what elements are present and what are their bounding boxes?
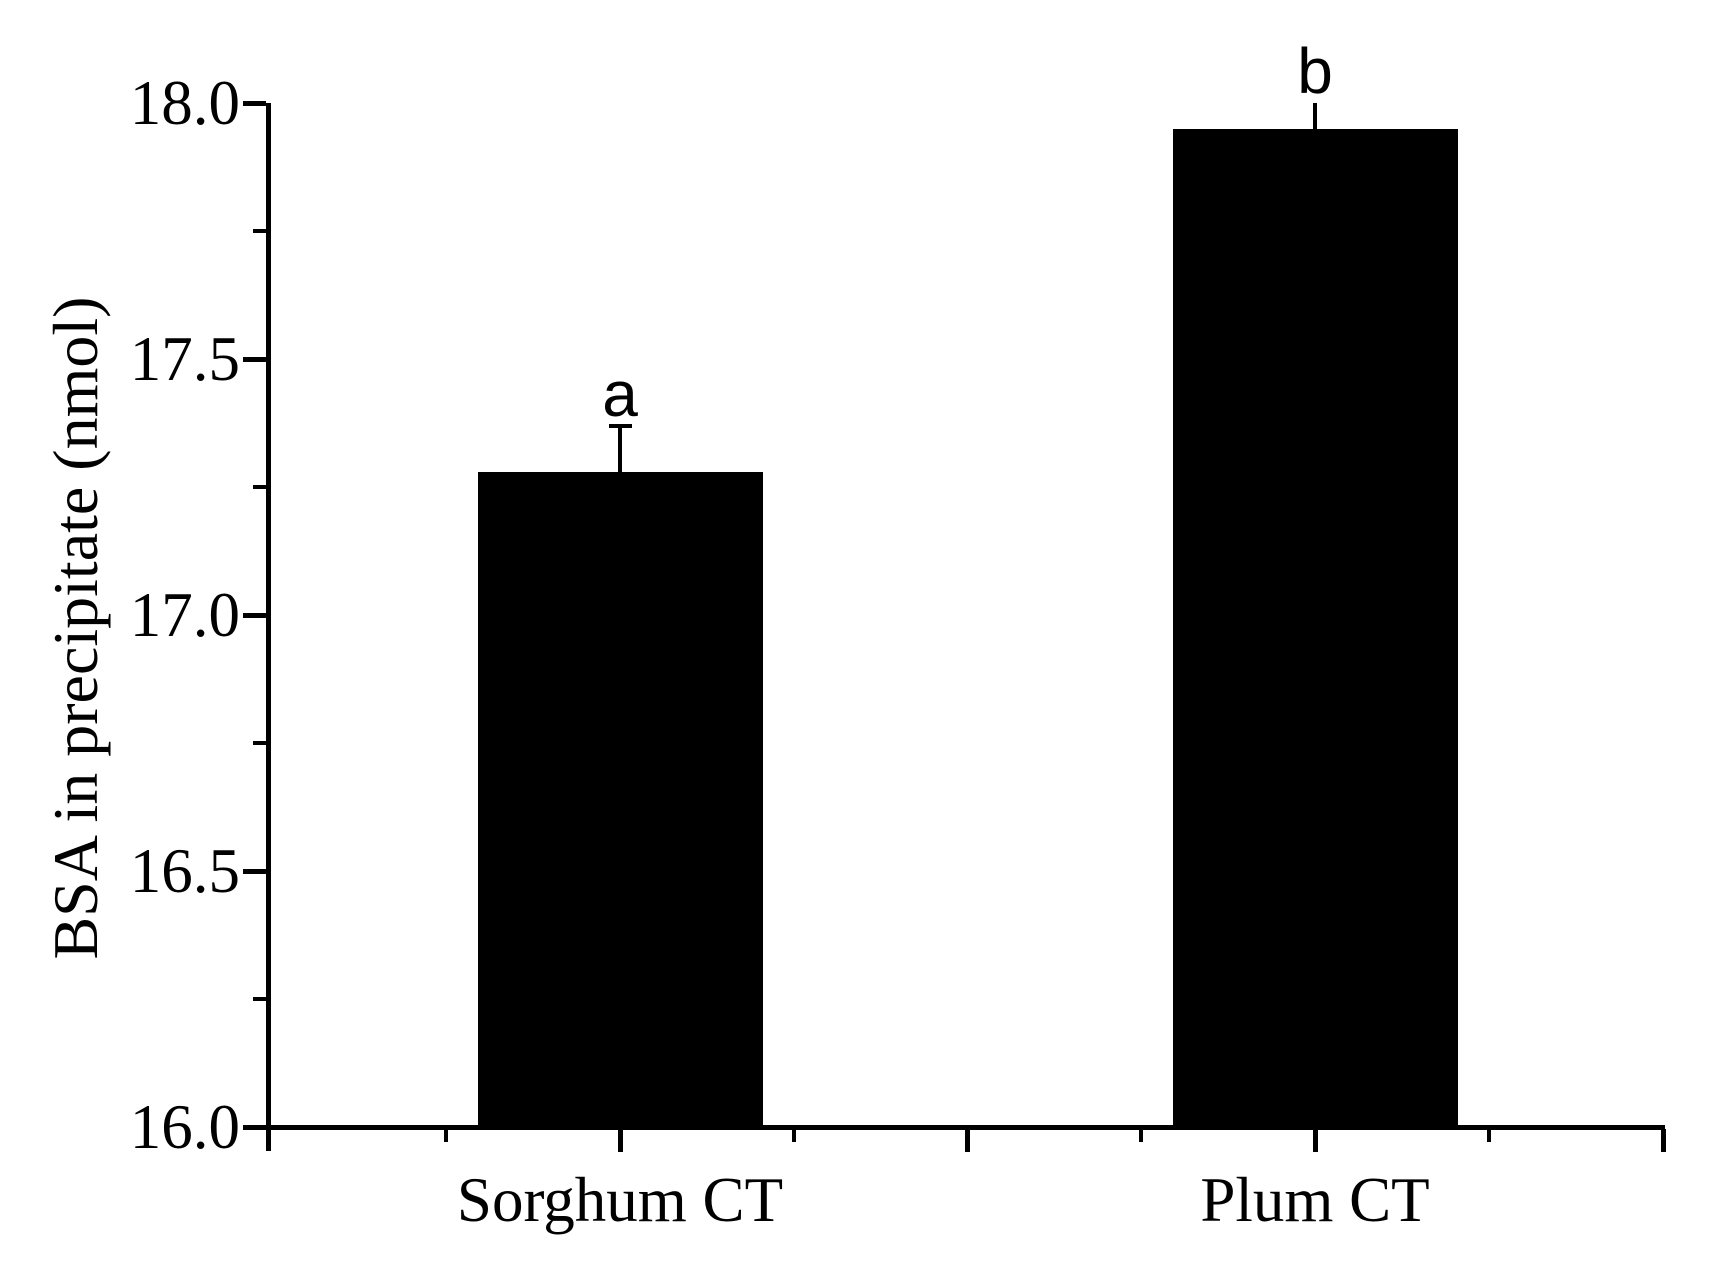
- x-axis: [266, 1125, 1665, 1130]
- x-major-tick: [1661, 1129, 1666, 1152]
- y-minor-tick: [253, 741, 266, 745]
- y-tick-label: 17.5: [129, 324, 240, 394]
- x-major-tick: [965, 1129, 970, 1152]
- error-bar-cap-sorghum-ct: [609, 423, 632, 428]
- x-minor-tick: [792, 1129, 796, 1142]
- y-tick-label: 16.5: [129, 836, 240, 906]
- x-minor-tick: [1487, 1129, 1491, 1142]
- y-minor-tick: [253, 229, 266, 233]
- error-bar-plum-ct: [1313, 103, 1317, 129]
- significance-letter-plum-ct: b: [1297, 35, 1333, 107]
- x-major-tick: [618, 1129, 623, 1152]
- y-major-tick: [243, 869, 266, 874]
- y-minor-tick: [253, 997, 266, 1001]
- x-minor-tick: [444, 1129, 448, 1142]
- x-category-label-sorghum-ct: Sorghum CT: [456, 1165, 784, 1235]
- x-category-label-plum-ct: Plum CT: [1200, 1165, 1430, 1235]
- y-major-tick: [243, 101, 266, 106]
- y-tick-label: 18.0: [129, 68, 240, 138]
- error-bar-sorghum-ct: [618, 425, 622, 472]
- bar-plum-ct: [1172, 128, 1458, 1127]
- y-minor-tick: [253, 485, 266, 489]
- y-major-tick: [243, 613, 266, 618]
- x-major-tick: [1313, 1129, 1318, 1152]
- y-major-tick: [243, 1125, 266, 1130]
- y-tick-label: 17.0: [129, 580, 240, 650]
- y-major-tick: [243, 357, 266, 362]
- y-axis: [266, 103, 271, 1151]
- y-tick-label: 16.0: [129, 1092, 240, 1162]
- bar-sorghum-ct: [477, 471, 763, 1127]
- x-minor-tick: [1139, 1129, 1143, 1142]
- significance-letter-sorghum-ct: a: [602, 357, 638, 430]
